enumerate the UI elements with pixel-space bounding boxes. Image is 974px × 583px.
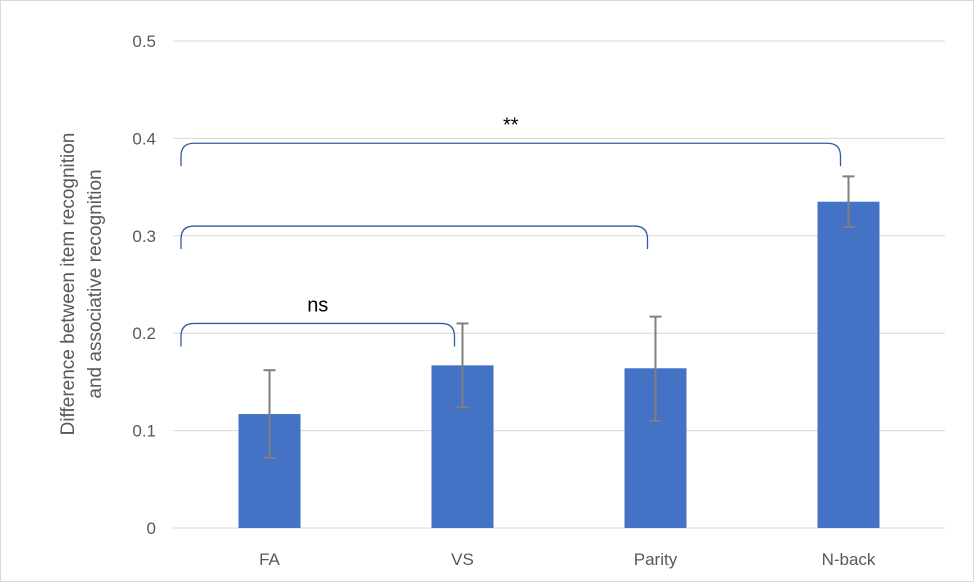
error-bar <box>649 315 662 422</box>
significance-bracket <box>180 142 842 167</box>
bar-n-back <box>817 201 880 528</box>
error-bar <box>456 322 469 409</box>
y-tick-label: 0.5 <box>132 32 156 51</box>
y-tick-label: 0 <box>147 519 156 538</box>
y-tick-label: 0.2 <box>132 324 156 343</box>
y-axis-label-line-2: and associative recognition <box>85 169 106 398</box>
significance-bracket <box>180 225 649 250</box>
x-tick-label: VS <box>451 550 474 569</box>
y-tick-label: 0.3 <box>132 227 156 246</box>
y-axis-label-line-1: Difference between item recognition <box>58 133 79 436</box>
significance-bracket <box>180 322 456 347</box>
error-bar <box>842 175 855 229</box>
x-tick-label: N-back <box>822 550 876 569</box>
significance-label: ** <box>503 114 519 136</box>
error-bar <box>263 369 276 459</box>
y-tick-label: 0.1 <box>132 422 156 441</box>
significance-label: ns <box>307 294 328 316</box>
x-tick-label: Parity <box>634 550 678 569</box>
y-tick-label: 0.4 <box>132 129 156 148</box>
x-tick-label: FA <box>259 550 280 569</box>
